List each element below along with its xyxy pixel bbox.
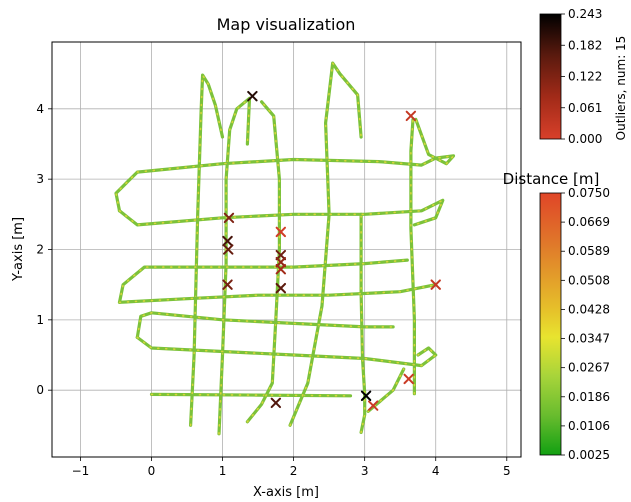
outlier-marker <box>275 263 287 275</box>
y-tick-label: 4 <box>36 102 44 116</box>
outlier-stroke <box>275 282 287 294</box>
outlier-marker <box>223 244 234 255</box>
y-tick-label: 0 <box>36 383 44 397</box>
colorbar-tick-label: 0.061 <box>568 101 602 115</box>
outlier-marker <box>275 282 287 294</box>
colorbar-tick-label: 0.243 <box>568 7 602 21</box>
colorbar-tick-label: 0.0106 <box>568 419 610 433</box>
outlier-marker <box>360 390 372 402</box>
x-tick-label: 3 <box>361 464 369 478</box>
colorbar-distance-ticks: 0.0750 0.0669 0.0589 0.0508 0.0428 0.0347 0.02… <box>561 186 610 462</box>
outlier-stroke <box>222 279 233 290</box>
outlier-marker <box>367 400 379 411</box>
y-tick-label: 1 <box>36 313 44 327</box>
colorbar-outliers-label: Outliers, num: 15 <box>614 36 628 141</box>
outlier-marker <box>222 235 233 247</box>
outlier-stroke <box>403 373 414 385</box>
outlier-stroke <box>223 212 235 224</box>
outlier-stroke <box>275 256 287 268</box>
colorbar-tick-label: 0.0186 <box>568 390 610 404</box>
outlier-stroke <box>275 263 287 275</box>
trajectory-dots <box>118 198 445 226</box>
trajectory-dots <box>410 118 416 395</box>
outlier-stroke <box>247 90 258 102</box>
outlier-stroke <box>270 397 282 409</box>
trajectory-dots <box>136 311 394 339</box>
trajectory-dots <box>118 283 437 304</box>
outlier-marker <box>275 249 287 261</box>
colorbar-tick-label: 0.182 <box>568 38 602 52</box>
colorbar-tick-label: 0.0347 <box>568 332 610 346</box>
colorbar-tick-label: 0.0508 <box>568 273 610 287</box>
outlier-stroke <box>367 400 379 411</box>
trajectory-dots <box>360 213 366 434</box>
outlier-marker <box>247 90 258 102</box>
x-tick-label: 0 <box>148 464 156 478</box>
outlier-marker <box>430 279 441 290</box>
trajectory-dots <box>246 101 281 423</box>
colorbar-tick-label: 0.000 <box>568 132 602 146</box>
y-ticks: 0 1 2 3 4 <box>36 102 52 397</box>
colorbar-tick-label: 0.0589 <box>568 244 610 258</box>
outlier-stroke <box>223 244 234 255</box>
outlier-marker <box>222 279 233 290</box>
trajectories <box>114 60 456 436</box>
colorbar-tick-label: 0.0750 <box>568 186 610 200</box>
outlier-stroke <box>222 235 233 247</box>
trajectory-dots <box>367 368 405 413</box>
trajectory-path <box>117 258 409 304</box>
outlier-marker <box>223 212 235 224</box>
trajectory-path <box>189 73 225 427</box>
chart-title: Map visualization <box>217 15 356 34</box>
trajectory-dots <box>115 118 456 212</box>
y-axis-label: Y-axis [m] <box>11 217 26 282</box>
y-tick-label: 3 <box>36 172 44 186</box>
colorbar-tick-label: 0.122 <box>568 70 602 84</box>
x-tick-label: 5 <box>503 464 511 478</box>
x-tick-label: 1 <box>219 464 227 478</box>
colorbar-outliers-ticks: 0.243 0.182 0.122 0.061 0.000 <box>561 7 602 146</box>
outlier-marker <box>403 373 414 385</box>
outlier-stroke <box>360 390 372 402</box>
outlier-stroke <box>275 226 287 238</box>
trajectory-dots <box>150 393 352 397</box>
colorbar-distance <box>539 192 562 456</box>
trajectory-dots <box>218 96 251 435</box>
outlier-marker <box>275 226 287 238</box>
trajectory-path <box>114 117 456 213</box>
colorbar-tick-label: 0.0669 <box>568 215 610 229</box>
x-tick-label: 4 <box>432 464 440 478</box>
x-ticks: −1 0 1 2 3 4 5 <box>72 457 511 478</box>
x-tick-label: 2 <box>290 464 298 478</box>
trajectory-path <box>245 100 281 424</box>
outlier-stroke <box>430 279 441 290</box>
trajectory-path <box>135 311 395 339</box>
outlier-marker <box>275 256 287 268</box>
y-tick-label: 2 <box>36 243 44 257</box>
outlier-stroke <box>275 249 287 261</box>
outlier-marker <box>270 397 282 409</box>
outlier-stroke <box>405 110 417 122</box>
colorbar-tick-label: 0.0428 <box>568 302 610 316</box>
outlier-marker <box>405 110 417 122</box>
trajectory-dots <box>136 336 437 367</box>
colorbar-tick-label: 0.0025 <box>568 448 610 462</box>
colorbar-distance-label: Distance [m] <box>503 170 600 188</box>
outlier-markers <box>222 90 441 411</box>
colorbar-tick-label: 0.0267 <box>568 361 610 375</box>
x-tick-label: −1 <box>72 464 90 478</box>
colorbar-outliers <box>539 13 562 140</box>
x-axis-label: X-axis [m] <box>253 485 319 500</box>
